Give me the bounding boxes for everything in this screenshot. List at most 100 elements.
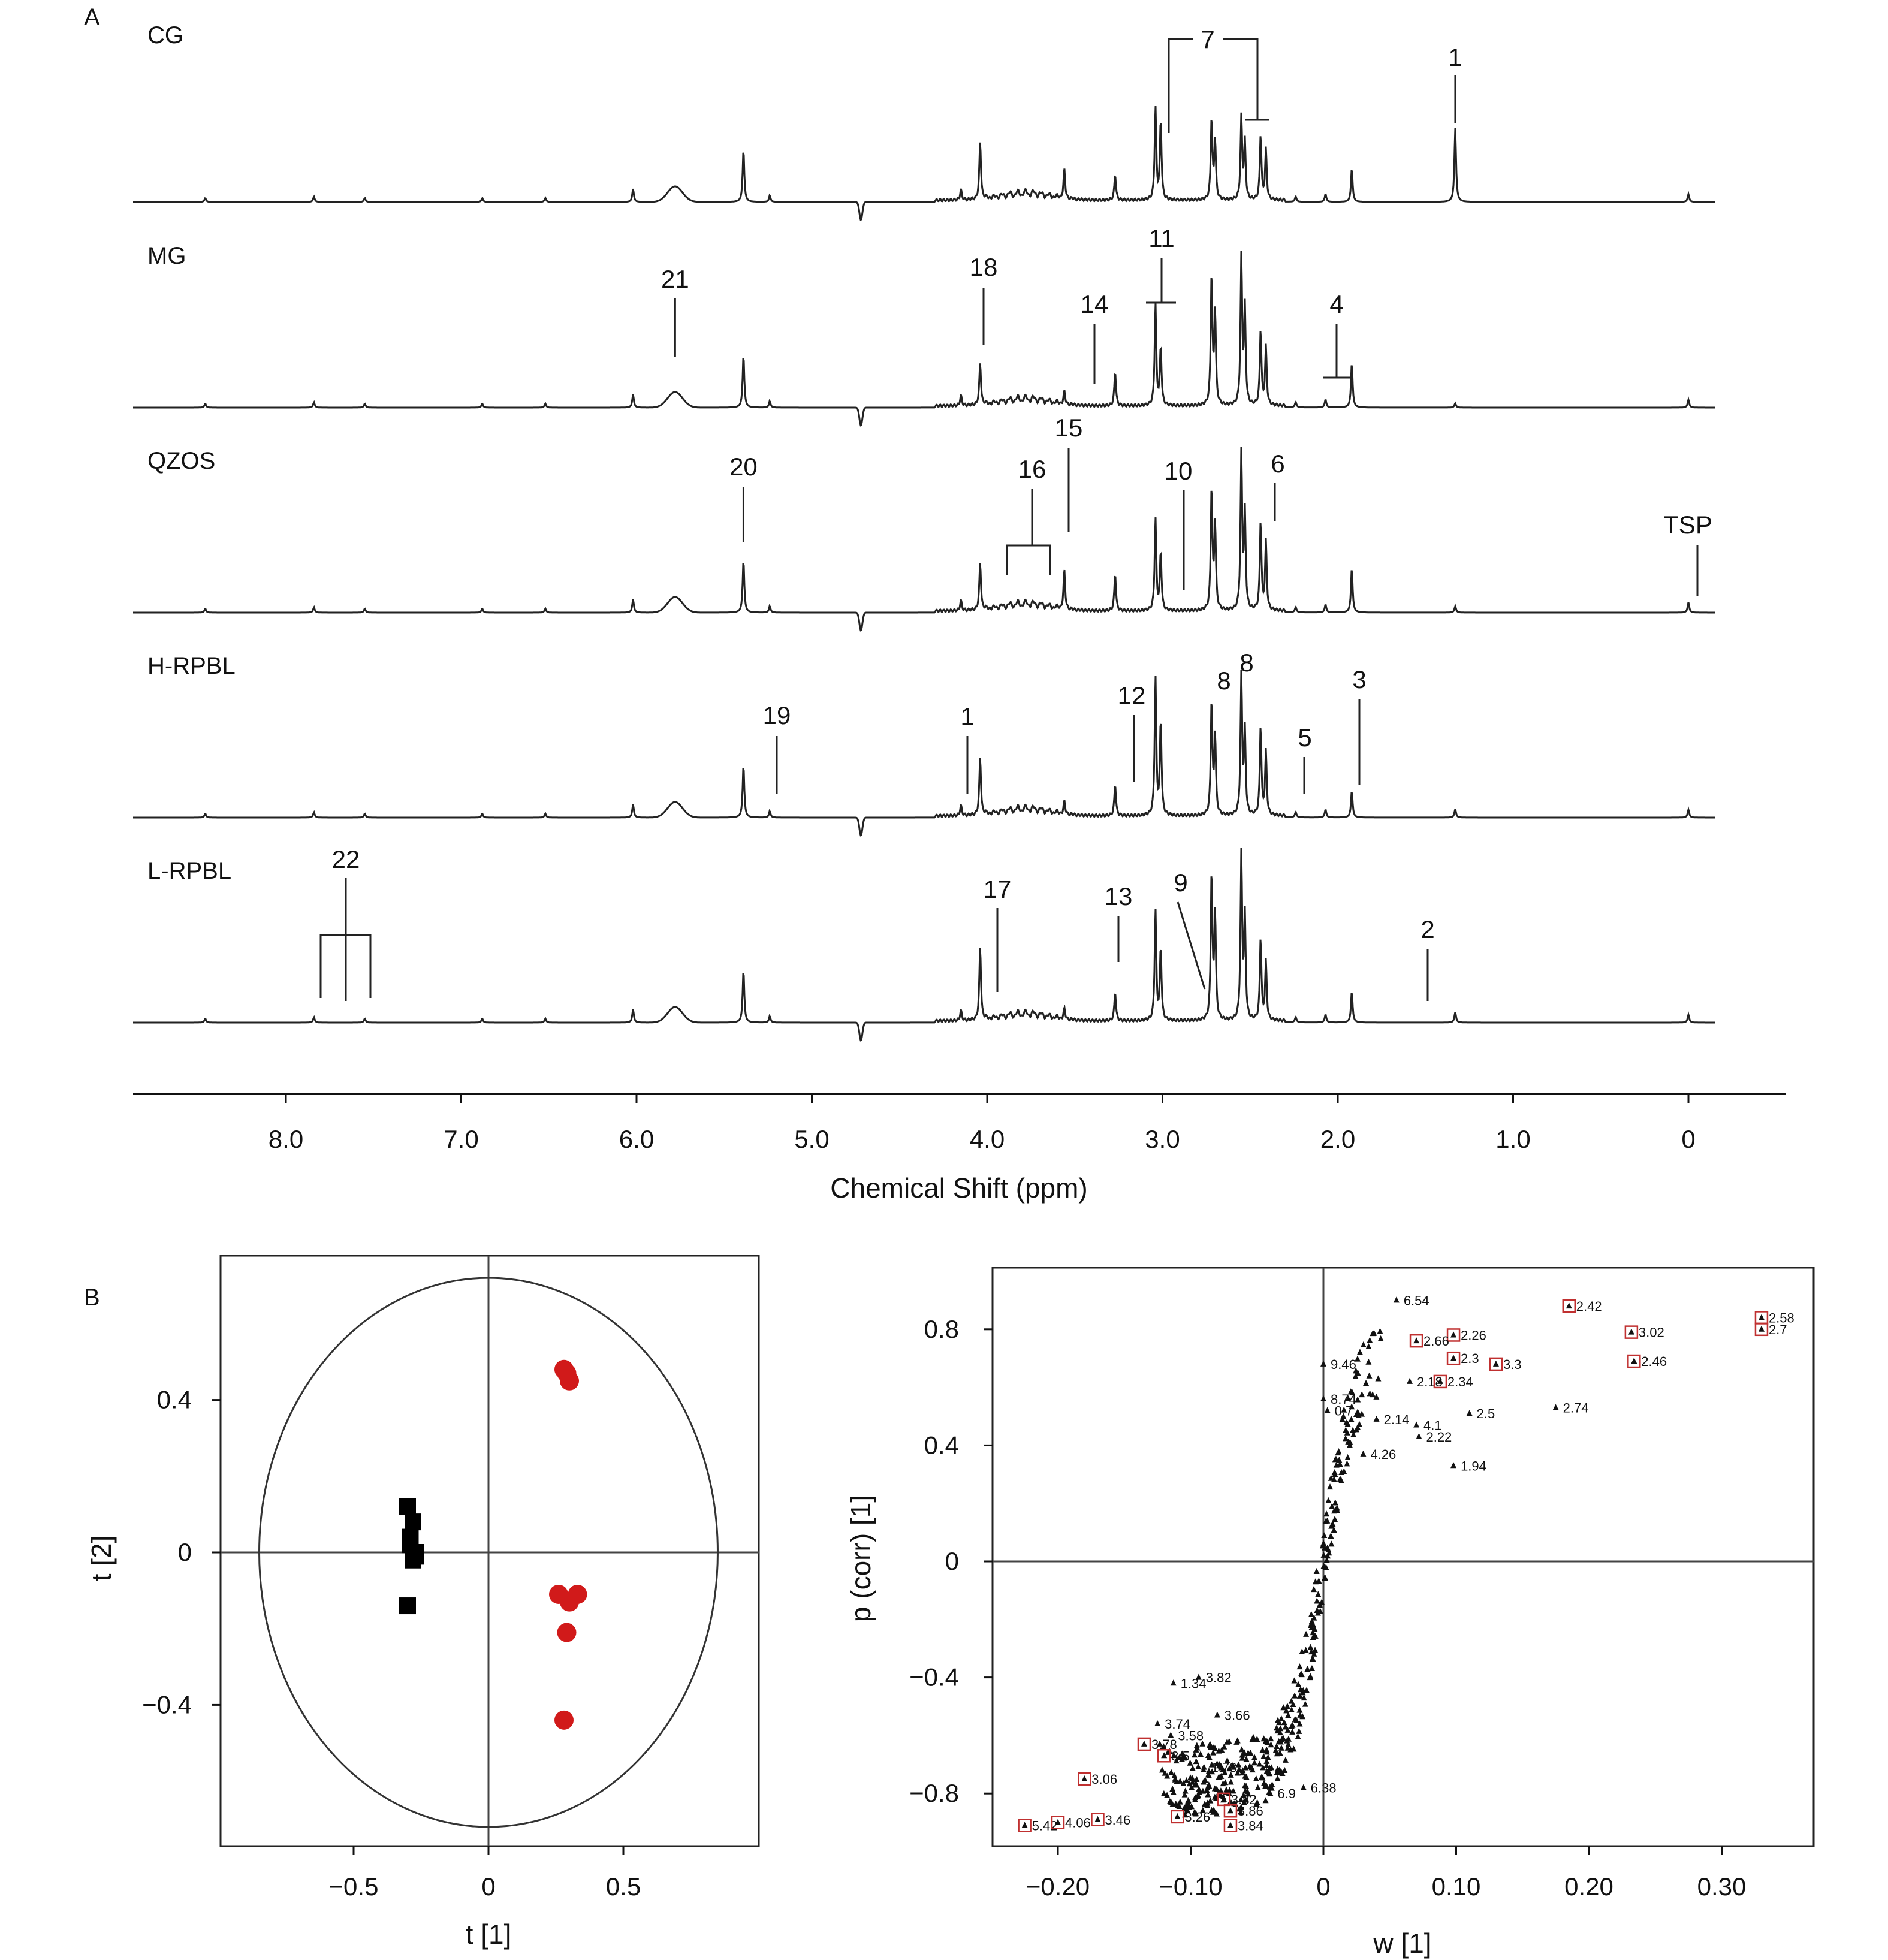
loading-point bbox=[1337, 1461, 1343, 1467]
loading-point bbox=[1307, 1644, 1314, 1650]
loading-point bbox=[1300, 1784, 1307, 1790]
loading-point bbox=[1279, 1770, 1286, 1777]
loading-point bbox=[1296, 1692, 1303, 1699]
loading-point-label: 3.86 bbox=[1238, 1804, 1263, 1819]
loading-point bbox=[1289, 1721, 1296, 1728]
loading-point bbox=[1566, 1302, 1572, 1309]
loading-point bbox=[1283, 1707, 1290, 1714]
loading-highlight-box bbox=[1562, 1299, 1576, 1313]
loading-point bbox=[1296, 1663, 1303, 1670]
loading-highlight-box bbox=[1409, 1334, 1423, 1348]
loading-point bbox=[1274, 1768, 1280, 1775]
loading-point bbox=[1367, 1337, 1373, 1343]
loading-point bbox=[1184, 1807, 1191, 1813]
loading-point-label: 3.3 bbox=[1503, 1357, 1522, 1372]
loading-point bbox=[1249, 1736, 1256, 1742]
loading-point bbox=[1355, 1396, 1361, 1403]
loading-point-label: 4.1 bbox=[1423, 1418, 1442, 1433]
loading-point bbox=[1211, 1785, 1218, 1792]
spectrum-group-label: MG bbox=[147, 243, 186, 269]
loading-point bbox=[1343, 1419, 1350, 1426]
loading-point bbox=[1238, 1808, 1244, 1815]
spectrum-group-label: QZOS bbox=[147, 448, 215, 474]
loading-point bbox=[1224, 1738, 1230, 1745]
loading-point bbox=[1239, 1769, 1246, 1776]
loading-point bbox=[1193, 1776, 1200, 1783]
loading-point bbox=[1311, 1614, 1317, 1621]
loading-point bbox=[1187, 1759, 1193, 1766]
loading-point bbox=[1758, 1314, 1765, 1320]
loading-point bbox=[1344, 1454, 1351, 1460]
loading-point bbox=[1183, 1777, 1190, 1783]
loading-point bbox=[1320, 1540, 1327, 1546]
loading-point bbox=[1332, 1506, 1339, 1513]
loading-point-label: 9.46 bbox=[1331, 1357, 1356, 1372]
loading-highlight-box bbox=[1489, 1357, 1503, 1371]
y-tick-label: 0 bbox=[178, 1538, 192, 1566]
loading-point bbox=[1204, 1787, 1210, 1793]
loading-point bbox=[1320, 1551, 1327, 1558]
loading-point bbox=[1290, 1700, 1296, 1707]
annotation-label: 9 bbox=[1174, 869, 1187, 897]
loading-point bbox=[1331, 1527, 1337, 1533]
spectrum-group-label: H-RPBL bbox=[147, 653, 236, 679]
loading-point bbox=[1349, 1389, 1356, 1395]
loading-point bbox=[1208, 1807, 1215, 1813]
loading-point bbox=[1141, 1740, 1147, 1747]
loading-highlight-box bbox=[1446, 1351, 1461, 1365]
annotation-label: 3 bbox=[1352, 665, 1366, 693]
loading-point bbox=[1328, 1540, 1335, 1547]
loading-point bbox=[1339, 1416, 1346, 1422]
x-tick-label: 0 bbox=[481, 1872, 495, 1901]
loading-point bbox=[1332, 1499, 1338, 1506]
loading-point bbox=[1055, 1819, 1061, 1825]
loading-point bbox=[1233, 1738, 1240, 1745]
loading-point bbox=[1335, 1449, 1341, 1456]
loading-point bbox=[1204, 1784, 1211, 1790]
loading-point-label: 2.22 bbox=[1426, 1430, 1452, 1445]
loading-point bbox=[1375, 1375, 1382, 1382]
loading-point bbox=[1204, 1802, 1211, 1808]
loading-point bbox=[1207, 1797, 1214, 1804]
loading-point bbox=[1263, 1762, 1270, 1768]
loading-point bbox=[1393, 1296, 1400, 1303]
loading-point bbox=[1268, 1735, 1274, 1742]
annotation-label: 21 bbox=[661, 265, 689, 293]
annotation-label: 2 bbox=[1420, 915, 1434, 943]
loading-point-label: 3.46 bbox=[1105, 1813, 1130, 1828]
loading-point bbox=[1299, 1648, 1305, 1654]
y-tick-label: 0.4 bbox=[157, 1386, 192, 1414]
loading-point bbox=[1269, 1781, 1275, 1787]
x-tick-label: 5.0 bbox=[794, 1125, 829, 1153]
annotation-leader bbox=[1168, 38, 1193, 133]
loading-point bbox=[1758, 1325, 1765, 1332]
loading-point bbox=[1328, 1533, 1334, 1539]
loading-point bbox=[1356, 1349, 1363, 1355]
loading-point bbox=[1324, 1407, 1331, 1413]
loading-point bbox=[1171, 1772, 1178, 1778]
annotation-leader bbox=[1177, 901, 1206, 990]
loading-point bbox=[1170, 1789, 1177, 1795]
loading-highlight-box bbox=[1754, 1322, 1769, 1337]
loading-point bbox=[1450, 1462, 1457, 1469]
loading-point bbox=[1193, 1746, 1199, 1753]
loading-point bbox=[1186, 1780, 1193, 1787]
loading-point bbox=[1303, 1630, 1310, 1637]
loading-point bbox=[1343, 1427, 1349, 1433]
loading-point bbox=[1281, 1766, 1288, 1773]
loading-point bbox=[1360, 1450, 1367, 1457]
x-tick-label: −0.20 bbox=[1026, 1872, 1090, 1901]
loading-point bbox=[1161, 1752, 1168, 1759]
loading-point-label: 3.58 bbox=[1178, 1728, 1204, 1743]
loading-point-label: 1.34 bbox=[1181, 1676, 1207, 1691]
loading-point bbox=[1227, 1822, 1233, 1828]
x-tick-label: 3.0 bbox=[1145, 1125, 1180, 1153]
x-tick-label: 1.0 bbox=[1495, 1125, 1530, 1153]
loading-point bbox=[1277, 1750, 1283, 1756]
loading-point bbox=[1295, 1733, 1301, 1739]
loading-point bbox=[1168, 1769, 1175, 1775]
loading-point bbox=[1262, 1797, 1269, 1804]
loading-point bbox=[1205, 1751, 1211, 1758]
loading-point bbox=[1280, 1704, 1287, 1711]
loading-point bbox=[1185, 1798, 1192, 1804]
